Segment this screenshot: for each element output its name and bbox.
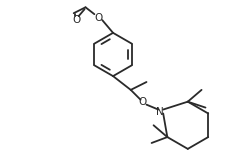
Text: N: N [156, 107, 163, 117]
Text: O: O [138, 97, 146, 107]
Text: O: O [94, 13, 102, 23]
Text: O: O [72, 15, 80, 25]
